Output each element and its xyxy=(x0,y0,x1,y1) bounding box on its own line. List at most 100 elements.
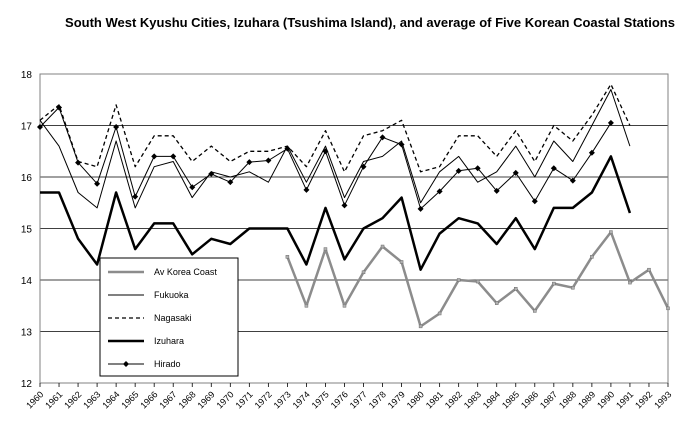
data-point-hirado xyxy=(265,157,272,164)
x-tick-label: 1969 xyxy=(195,389,216,410)
data-point-hirado xyxy=(303,186,310,193)
legend xyxy=(99,257,239,377)
series-line-av-korea-coast xyxy=(286,230,670,328)
x-tick-label: 1978 xyxy=(367,389,388,410)
chart-title: South West Kyushu Cities, Izuhara (Tsush… xyxy=(65,15,675,30)
x-tick-label: 1974 xyxy=(291,389,312,410)
data-point-hirado xyxy=(284,145,291,152)
x-tick-label: 1972 xyxy=(253,389,274,410)
data-point-av-korea-coast xyxy=(456,278,461,282)
data-point-av-korea-coast xyxy=(418,324,423,329)
legend-label-av-korea-coast: Av Korea Coast xyxy=(154,267,217,277)
series-line-fukuoka xyxy=(39,89,631,209)
x-tick-label: 1985 xyxy=(500,389,521,410)
x-tick-label: 1990 xyxy=(595,389,616,410)
data-point-av-korea-coast xyxy=(552,281,556,286)
series-line-nagasaki xyxy=(39,83,631,173)
data-point-av-korea-coast xyxy=(590,255,594,259)
data-point-av-korea-coast xyxy=(437,311,442,316)
data-point-hirado xyxy=(550,165,557,172)
data-point-hirado xyxy=(569,177,576,184)
x-tick-label: 1986 xyxy=(519,389,540,410)
x-tick-label: 1989 xyxy=(576,389,597,410)
x-tick-label: 1973 xyxy=(272,389,293,410)
y-tick-label: 18 xyxy=(21,70,33,81)
data-point-av-korea-coast xyxy=(399,260,404,264)
data-point-av-korea-coast xyxy=(533,309,537,313)
x-tick-label: 1987 xyxy=(538,389,559,410)
y-tick-label: 15 xyxy=(21,225,33,236)
x-tick-label: 1975 xyxy=(310,389,331,410)
data-point-av-korea-coast xyxy=(628,280,632,285)
data-point-hirado xyxy=(113,124,120,131)
legend-label-fukuoka: Fukuoka xyxy=(154,290,189,300)
data-point-hirado xyxy=(493,187,500,194)
data-point-av-korea-coast xyxy=(609,230,613,234)
data-point-hirado xyxy=(37,124,43,131)
x-tick-label: 1979 xyxy=(386,389,407,410)
plot-area xyxy=(39,73,669,384)
data-point-hirado xyxy=(189,184,196,191)
x-tick-label: 1982 xyxy=(443,389,464,410)
x-tick-label: 1980 xyxy=(405,389,426,410)
x-tick-label: 1971 xyxy=(234,389,255,410)
data-point-hirado xyxy=(607,119,614,126)
x-tick-label: 1993 xyxy=(652,389,673,410)
data-point-av-korea-coast xyxy=(304,304,309,308)
x-tick-label: 1962 xyxy=(62,389,83,410)
data-point-av-korea-coast xyxy=(647,267,651,272)
x-tick-label: 1991 xyxy=(614,389,635,410)
legend-marker-hirado xyxy=(123,361,129,367)
data-point-hirado xyxy=(246,159,253,166)
x-tick-label: 1960 xyxy=(24,389,45,410)
legend-label-nagasaki: Nagasaki xyxy=(154,313,192,323)
data-point-hirado xyxy=(132,193,139,200)
x-tick-label: 1966 xyxy=(138,389,159,410)
data-point-hirado xyxy=(360,163,367,170)
data-point-hirado xyxy=(151,153,158,160)
x-tick-label: 1961 xyxy=(43,389,64,410)
x-tick-label: 1976 xyxy=(329,389,350,410)
x-tick-label: 1963 xyxy=(81,389,102,410)
data-point-av-korea-coast xyxy=(361,270,366,275)
data-point-hirado xyxy=(227,179,234,186)
x-tick-label: 1968 xyxy=(176,389,197,410)
series-line-hirado xyxy=(39,107,612,210)
data-point-hirado xyxy=(170,153,177,160)
x-tick-label: 1983 xyxy=(462,389,483,410)
data-point-hirado xyxy=(56,104,63,111)
x-tick-label: 1981 xyxy=(424,389,445,410)
data-point-hirado xyxy=(94,180,101,187)
y-tick-label: 17 xyxy=(21,122,33,133)
x-tick-label: 1984 xyxy=(481,389,502,410)
series-line-izuhara xyxy=(40,155,632,271)
y-tick-label: 14 xyxy=(21,276,33,287)
data-point-hirado xyxy=(322,148,329,155)
x-tick-label: 1964 xyxy=(100,389,121,410)
data-point-hirado xyxy=(379,134,386,141)
data-point-av-korea-coast xyxy=(285,255,290,259)
y-tick-label: 13 xyxy=(21,328,33,339)
y-tick-label: 12 xyxy=(21,379,33,390)
x-tick-label: 1977 xyxy=(348,389,369,410)
data-point-av-korea-coast xyxy=(494,301,499,305)
data-point-av-korea-coast xyxy=(323,247,328,251)
data-point-hirado xyxy=(417,205,424,212)
data-point-hirado xyxy=(341,202,348,209)
x-tick-label: 1965 xyxy=(119,389,140,410)
data-point-av-korea-coast xyxy=(475,279,480,284)
data-point-av-korea-coast xyxy=(514,287,518,291)
data-point-hirado xyxy=(436,188,443,195)
x-tick-label: 1992 xyxy=(633,389,654,410)
legend-label-izuhara: Izuhara xyxy=(154,336,184,346)
data-point-hirado xyxy=(512,169,519,176)
x-tick-label: 1967 xyxy=(157,389,178,410)
data-point-hirado xyxy=(531,198,538,205)
data-point-av-korea-coast xyxy=(666,306,670,311)
data-point-hirado xyxy=(208,170,215,177)
data-point-av-korea-coast xyxy=(380,244,385,249)
data-point-av-korea-coast xyxy=(342,304,347,308)
legend-label-hirado: Hirado xyxy=(154,359,181,369)
y-tick-label: 16 xyxy=(21,173,33,184)
